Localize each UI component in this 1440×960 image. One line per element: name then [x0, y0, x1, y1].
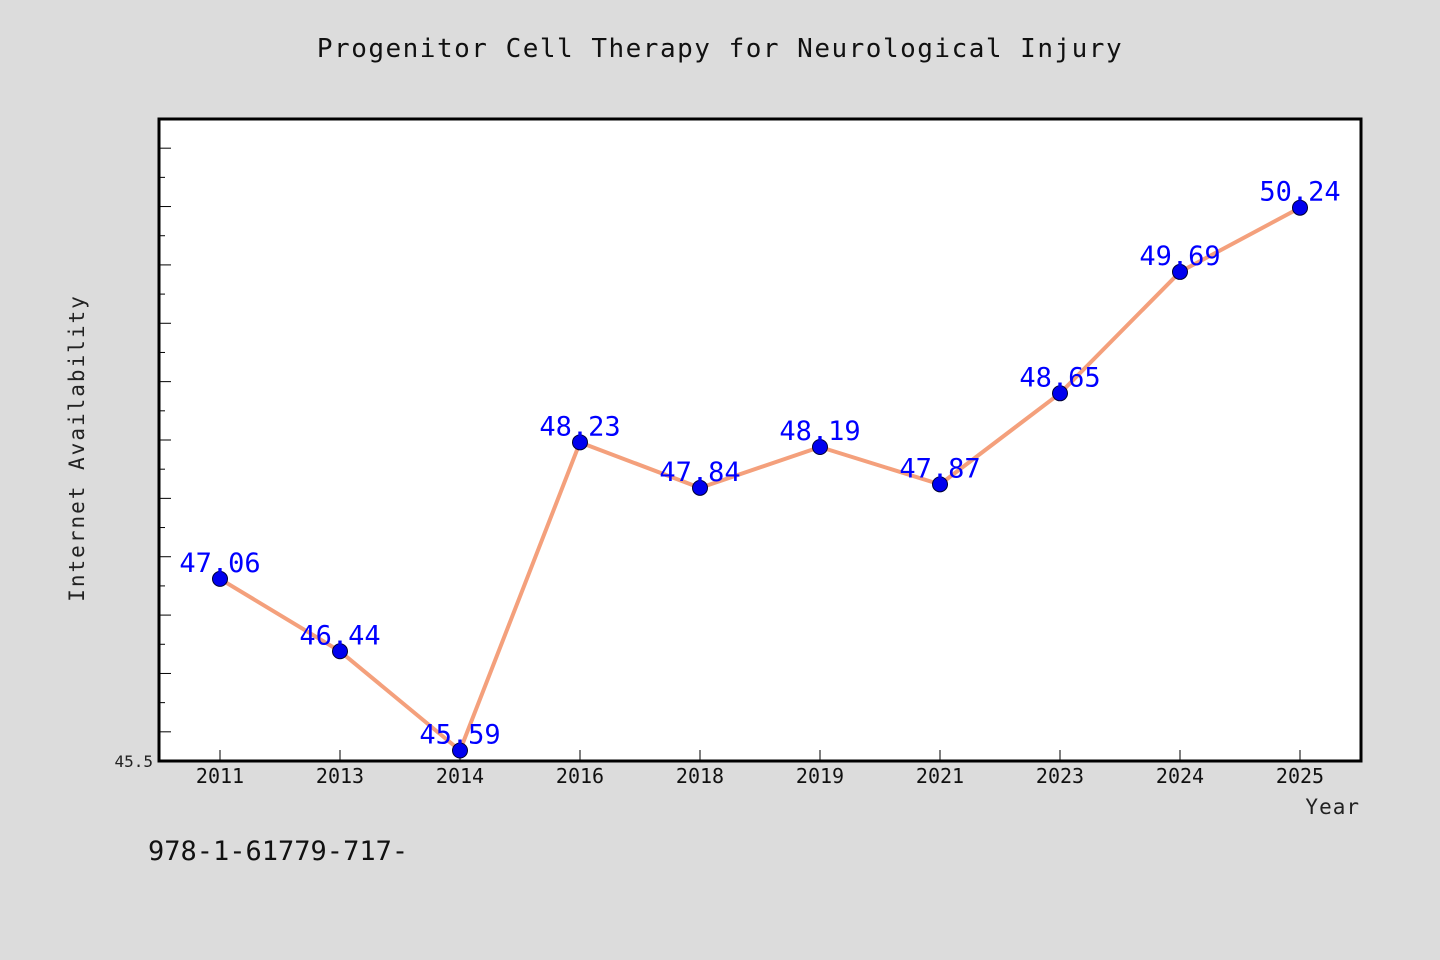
plot-area	[159, 119, 1361, 761]
x-tick-label: 2019	[796, 764, 844, 788]
data-point	[332, 643, 348, 660]
data-label: 48.65	[1019, 362, 1100, 393]
data-label: 48.23	[539, 411, 620, 442]
data-label: 47.84	[659, 457, 740, 488]
x-tick-label: 2011	[196, 764, 244, 788]
data-label: 45.59	[419, 719, 500, 750]
x-tick-label: 2021	[916, 764, 964, 788]
data-point	[812, 439, 828, 456]
y-axis-label: Internet Availability	[65, 294, 89, 602]
x-tick-label: 2014	[436, 764, 484, 788]
data-point	[692, 479, 708, 496]
data-point	[1292, 199, 1308, 216]
data-point	[212, 570, 228, 587]
series-line	[218, 205, 1302, 753]
x-tick-label: 2013	[316, 764, 364, 788]
x-axis-label: Year	[1305, 795, 1360, 819]
data-label: 48.19	[779, 416, 860, 447]
x-tick-label: 2023	[1036, 764, 1084, 788]
plot-frame	[157, 117, 1363, 763]
data-point	[932, 476, 948, 493]
data-label: 47.06	[179, 548, 260, 579]
x-tick-label: 2025	[1276, 764, 1324, 788]
y-tick-label: 45.5	[114, 752, 153, 771]
data-label: 49.69	[1139, 241, 1220, 272]
data-label: 50.24	[1259, 177, 1340, 208]
x-tick-label: 2016	[556, 764, 604, 788]
x-tick-label: 2024	[1156, 764, 1204, 788]
data-label: 47.87	[899, 453, 980, 484]
data-label: 46.44	[299, 620, 380, 651]
data-point	[1172, 263, 1188, 280]
data-point	[1052, 385, 1068, 402]
footer-code-text: 978-1-61779-717-	[148, 836, 409, 867]
chart-title: Progenitor Cell Therapy for Neurological…	[316, 34, 1124, 64]
data-point	[452, 742, 468, 759]
x-tick-label: 2018	[676, 764, 724, 788]
data-point	[572, 434, 588, 451]
